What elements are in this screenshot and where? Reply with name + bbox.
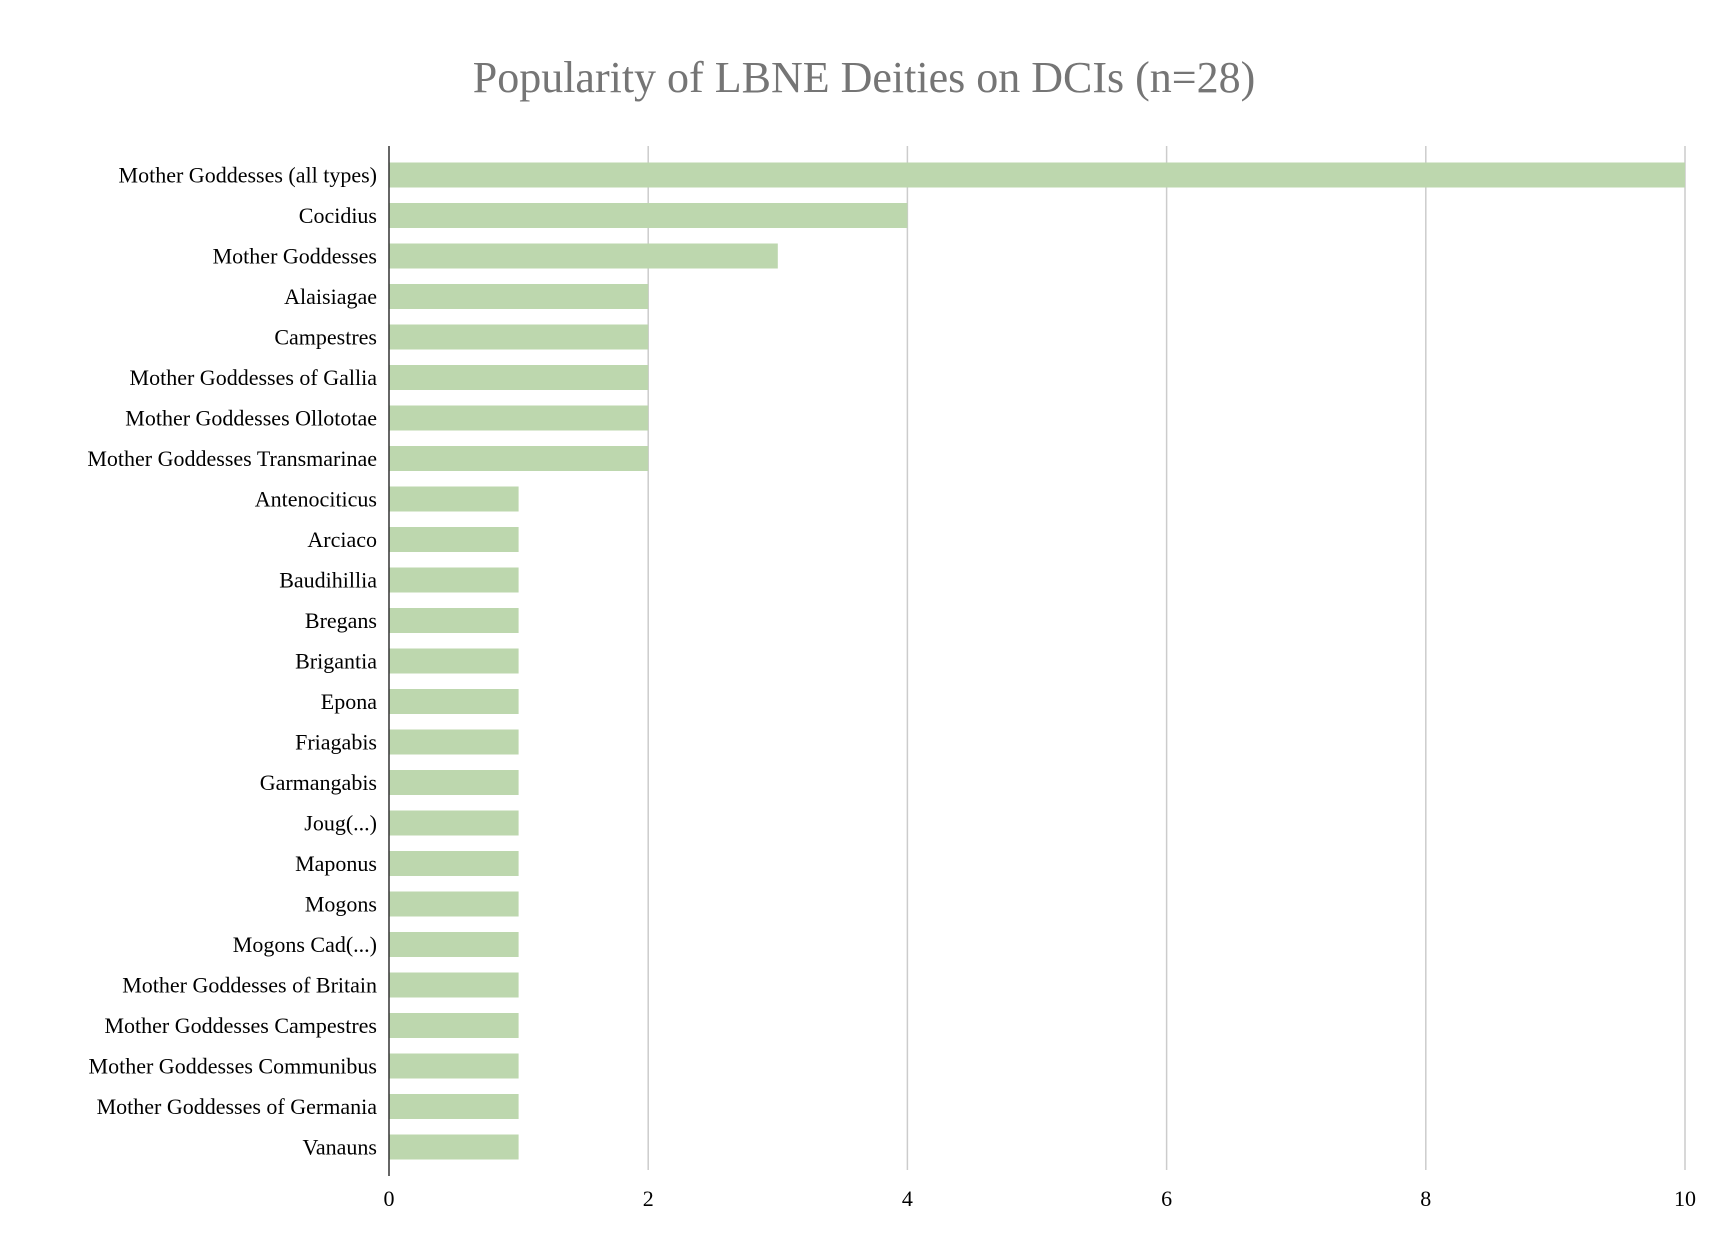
bar bbox=[389, 729, 519, 755]
category-label: Arciaco bbox=[307, 527, 377, 552]
bar bbox=[389, 932, 519, 957]
category-label: Mother Goddesses Communibus bbox=[89, 1054, 377, 1079]
bar bbox=[389, 365, 649, 390]
bar bbox=[389, 527, 519, 552]
bar bbox=[389, 486, 519, 512]
category-label: Bregans bbox=[305, 608, 377, 633]
bar bbox=[389, 689, 519, 714]
bar bbox=[389, 891, 519, 917]
bar bbox=[389, 203, 908, 228]
bar bbox=[389, 972, 519, 998]
category-label: Alaisiagae bbox=[284, 284, 377, 309]
category-label: Mogons Cad(...) bbox=[233, 932, 377, 957]
category-label: Garmangabis bbox=[260, 770, 377, 795]
x-tick-label: 6 bbox=[1161, 1186, 1172, 1211]
bar bbox=[389, 162, 1685, 188]
category-label: Antenociticus bbox=[255, 487, 377, 512]
bar bbox=[389, 648, 519, 674]
bar bbox=[389, 770, 519, 795]
bar bbox=[389, 1094, 519, 1119]
bar bbox=[389, 243, 778, 269]
category-label: Mother Goddesses of Gallia bbox=[130, 365, 378, 390]
category-label: Mother Goddesses Transmarinae bbox=[87, 446, 377, 471]
bar bbox=[389, 405, 649, 431]
chart-title: Popularity of LBNE Deities on DCIs (n=28… bbox=[472, 53, 1256, 102]
x-tick-label: 10 bbox=[1674, 1186, 1696, 1211]
bar bbox=[389, 446, 649, 471]
category-label: Friagabis bbox=[295, 730, 377, 755]
category-label: Mother Goddesses bbox=[213, 244, 377, 269]
bar bbox=[389, 1053, 519, 1079]
bar bbox=[389, 608, 519, 633]
bar bbox=[389, 1013, 519, 1038]
x-tick-label: 2 bbox=[643, 1186, 654, 1211]
category-label: Campestres bbox=[274, 325, 377, 350]
bar bbox=[389, 851, 519, 876]
category-label: Mother Goddesses (all types) bbox=[119, 163, 377, 188]
category-label: Mother Goddesses Campestres bbox=[104, 1013, 377, 1038]
category-label: Mother Goddesses of Britain bbox=[122, 973, 377, 998]
category-label: Mother Goddesses Ollototae bbox=[125, 406, 377, 431]
category-label: Baudihillia bbox=[279, 568, 377, 593]
bar bbox=[389, 284, 649, 309]
bar bbox=[389, 567, 519, 593]
category-label: Mother Goddesses of Germania bbox=[97, 1094, 378, 1119]
x-tick-label: 0 bbox=[384, 1186, 395, 1211]
bar bbox=[389, 324, 649, 350]
category-label: Joug(...) bbox=[304, 811, 377, 836]
bar bbox=[389, 810, 519, 836]
category-label: Epona bbox=[321, 689, 377, 714]
category-label: Brigantia bbox=[295, 649, 377, 674]
category-label: Mogons bbox=[305, 892, 377, 917]
bar bbox=[389, 1134, 519, 1160]
category-label: Maponus bbox=[295, 851, 377, 876]
category-label: Cocidius bbox=[299, 203, 377, 228]
x-tick-label: 8 bbox=[1420, 1186, 1431, 1211]
x-tick-label: 4 bbox=[902, 1186, 913, 1211]
category-label: Vanauns bbox=[302, 1135, 377, 1160]
